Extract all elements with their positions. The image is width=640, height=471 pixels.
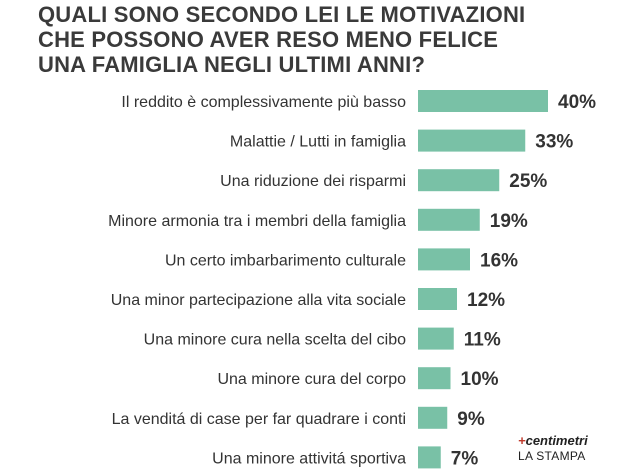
chart-title-line: CHE POSSONO AVER RESO MENO FELICE	[38, 27, 499, 52]
bar	[418, 248, 470, 271]
category-label: La venditá di case per far quadrare i co…	[112, 411, 406, 428]
brand-name: centimetri	[525, 433, 588, 448]
category-label: Malattie / Lutti in famiglia	[230, 134, 406, 151]
bar	[418, 367, 451, 390]
category-label: Minore armonia tra i membri della famigl…	[108, 213, 406, 230]
category-label: Un certo imbarbarimento culturale	[165, 252, 406, 269]
bar	[418, 169, 500, 192]
brand-mark-icon: +	[518, 433, 526, 448]
chart-title-line: QUALI SONO SECONDO LEI LE MOTIVAZIONI	[38, 2, 526, 27]
chart-title: QUALI SONO SECONDO LEI LE MOTIVAZIONI CH…	[38, 2, 628, 77]
bar	[418, 327, 454, 350]
bar	[418, 288, 457, 310]
value-label: 11%	[464, 330, 501, 351]
category-label: Una minore cura del corpo	[217, 371, 406, 388]
category-label: Una riduzione dei risparmi	[220, 173, 406, 190]
newspaper-name: LA STAMPA	[518, 449, 586, 463]
category-label: Una minore attivitá sportiva	[212, 450, 406, 467]
value-label: 10%	[461, 369, 499, 390]
bar	[418, 208, 480, 231]
bar	[418, 129, 526, 152]
value-label: 25%	[509, 171, 547, 192]
value-label: 33%	[535, 132, 573, 153]
value-label: 40%	[558, 92, 596, 113]
value-label: 16%	[480, 250, 518, 271]
brand-logo: +centimetri	[518, 433, 636, 448]
source-credit: +centimetri LA STAMPA	[518, 433, 636, 463]
value-label: 9%	[457, 409, 485, 430]
chart-title-line: UNA FAMIGLIA NEGLI ULTIMI ANNI?	[38, 52, 426, 77]
bar	[418, 406, 448, 429]
category-label: Una minor partecipazione alla vita socia…	[111, 292, 406, 309]
bar	[418, 90, 548, 112]
value-label: 12%	[467, 290, 505, 311]
value-label: 7%	[451, 448, 479, 469]
category-label: Il reddito è complessivamente più basso	[121, 94, 406, 111]
value-label: 19%	[490, 211, 528, 232]
bar	[418, 446, 441, 469]
category-label: Una minore cura nella scelta del cibo	[144, 332, 406, 349]
